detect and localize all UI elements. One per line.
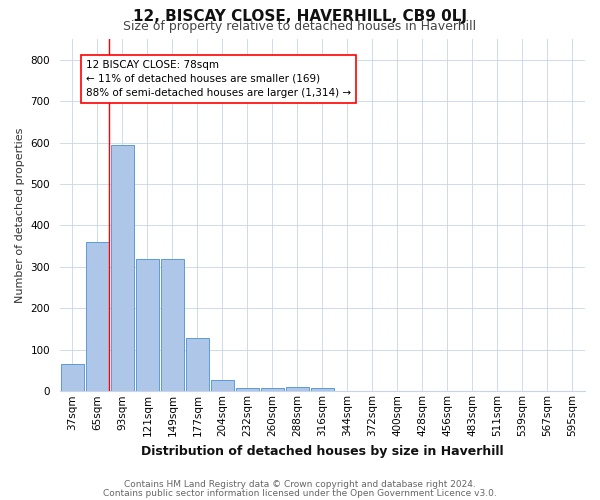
Bar (110, 144, 134, 392)
Bar (211, 380, 235, 392)
Bar (86, 242, 109, 392)
Bar (161, 260, 184, 392)
Bar (311, 388, 334, 392)
Y-axis label: Number of detached properties: Number of detached properties (15, 128, 25, 303)
Bar (286, 387, 310, 392)
Bar (185, 338, 209, 392)
Bar (136, 260, 159, 392)
Bar (236, 388, 259, 392)
Text: 12 BISCAY CLOSE: 78sqm
← 11% of detached houses are smaller (169)
88% of semi-de: 12 BISCAY CLOSE: 78sqm ← 11% of detached… (86, 60, 351, 98)
X-axis label: Distribution of detached houses by size in Haverhill: Distribution of detached houses by size … (141, 444, 504, 458)
Text: 12, BISCAY CLOSE, HAVERHILL, CB9 0LJ: 12, BISCAY CLOSE, HAVERHILL, CB9 0LJ (133, 9, 467, 24)
Text: Contains HM Land Registry data © Crown copyright and database right 2024.: Contains HM Land Registry data © Crown c… (124, 480, 476, 489)
Text: Contains public sector information licensed under the Open Government Licence v3: Contains public sector information licen… (103, 488, 497, 498)
Bar (260, 388, 284, 392)
Text: Size of property relative to detached houses in Haverhill: Size of property relative to detached ho… (124, 20, 476, 33)
Bar (61, 364, 84, 392)
